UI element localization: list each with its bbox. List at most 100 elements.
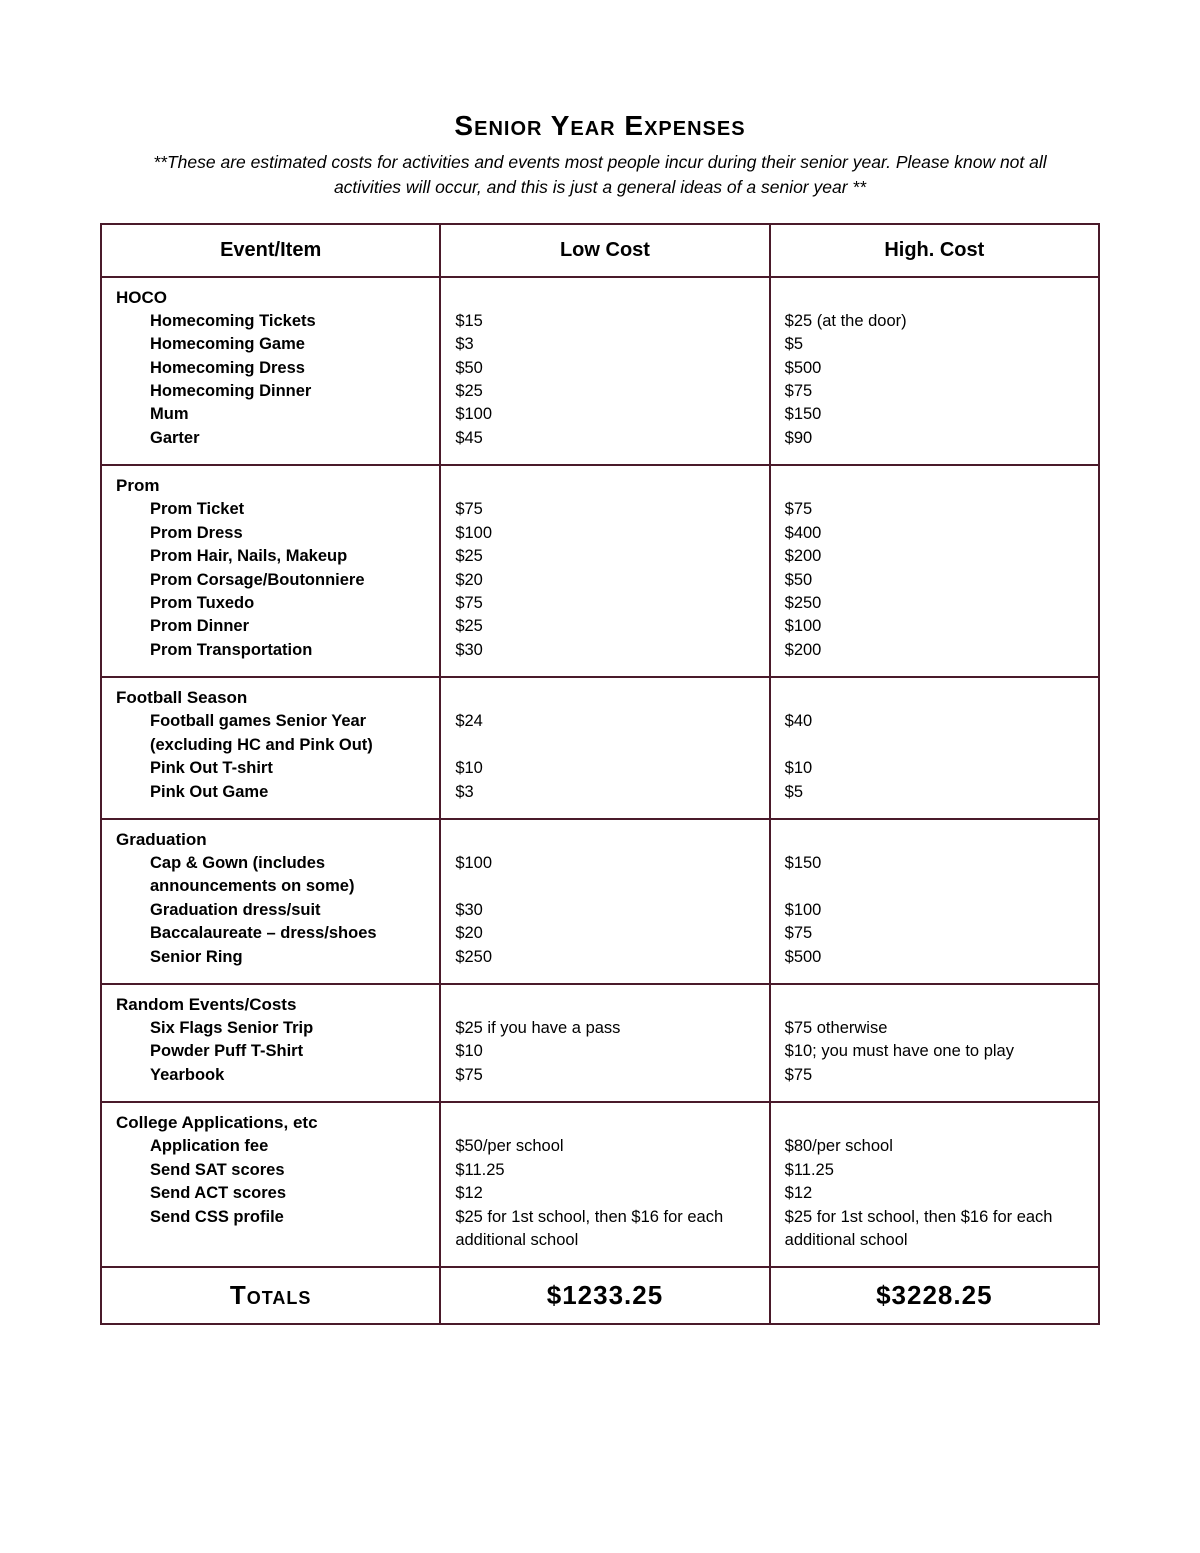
item-label: Six Flags Senior Trip bbox=[150, 1017, 425, 1040]
section-low-cell: $100 $30$20$250 bbox=[440, 819, 769, 984]
page-title: Senior Year Expenses bbox=[100, 110, 1100, 142]
totals-label: Totals bbox=[101, 1267, 440, 1324]
cost-line: $50/per school bbox=[455, 1135, 754, 1158]
cost-line bbox=[455, 734, 754, 757]
item-label: Prom Hair, Nails, Makeup bbox=[150, 545, 425, 568]
cost-list: $15$3$50$25$100$45 bbox=[455, 288, 754, 451]
item-label: Prom Tuxedo bbox=[150, 592, 425, 615]
cost-line: $100 bbox=[455, 522, 754, 545]
item-list: Cap & Gown (includes announcements on so… bbox=[116, 852, 425, 969]
item-label: Prom Dress bbox=[150, 522, 425, 545]
table-section-row: Football SeasonFootball games Senior Yea… bbox=[101, 677, 1099, 819]
item-label: Homecoming Game bbox=[150, 333, 425, 356]
item-label: Cap & Gown (includes announcements on so… bbox=[150, 852, 425, 899]
item-label: Homecoming Tickets bbox=[150, 310, 425, 333]
cost-line: $25 bbox=[455, 615, 754, 638]
cost-line: $45 bbox=[455, 427, 754, 450]
table-section-row: College Applications, etcApplication fee… bbox=[101, 1102, 1099, 1267]
col-header-high: High. Cost bbox=[770, 224, 1099, 277]
cost-list: $25 if you have a pass$10$75 bbox=[455, 995, 754, 1087]
cost-line: $500 bbox=[785, 946, 1084, 969]
cost-line: $75 bbox=[785, 922, 1084, 945]
cost-line: $150 bbox=[785, 852, 1084, 875]
cost-line: $10; you must have one to play bbox=[785, 1040, 1084, 1063]
section-high-cell: $150 $100$75$500 bbox=[770, 819, 1099, 984]
cost-line: $75 bbox=[455, 498, 754, 521]
cost-line bbox=[785, 875, 1084, 898]
item-list: Application feeSend SAT scoresSend ACT s… bbox=[116, 1135, 425, 1229]
totals-row: Totals $1233.25 $3228.25 bbox=[101, 1267, 1099, 1324]
cost-line: $30 bbox=[455, 639, 754, 662]
section-high-cell: $75$400$200$50$250$100$200 bbox=[770, 465, 1099, 677]
section-low-cell: $25 if you have a pass$10$75 bbox=[440, 984, 769, 1102]
section-low-cell: $75$100$25$20$75$25$30 bbox=[440, 465, 769, 677]
section-low-cell: $50/per school$11.25$12$25 for 1st schoo… bbox=[440, 1102, 769, 1267]
cost-list: $100 $30$20$250 bbox=[455, 830, 754, 969]
item-label: Football games Senior Year (excluding HC… bbox=[150, 710, 425, 757]
cost-line: $50 bbox=[455, 357, 754, 380]
cost-line: $10 bbox=[785, 757, 1084, 780]
cost-list: $75$400$200$50$250$100$200 bbox=[785, 476, 1084, 662]
cost-line: $75 bbox=[455, 1064, 754, 1087]
cost-line: $100 bbox=[785, 615, 1084, 638]
cost-line: $20 bbox=[455, 569, 754, 592]
cost-line: $25 for 1st school, then $16 for each ad… bbox=[785, 1206, 1084, 1253]
cost-line: $5 bbox=[785, 333, 1084, 356]
cost-line: $3 bbox=[455, 781, 754, 804]
cost-list: $50/per school$11.25$12$25 for 1st schoo… bbox=[455, 1113, 754, 1252]
item-label: Application fee bbox=[150, 1135, 425, 1158]
item-label: Prom Transportation bbox=[150, 639, 425, 662]
cost-line bbox=[785, 734, 1084, 757]
item-label: Homecoming Dress bbox=[150, 357, 425, 380]
cost-line: $75 bbox=[785, 1064, 1084, 1087]
totals-high: $3228.25 bbox=[770, 1267, 1099, 1324]
section-title: College Applications, etc bbox=[116, 1113, 425, 1133]
col-header-event: Event/Item bbox=[101, 224, 440, 277]
item-label: Yearbook bbox=[150, 1064, 425, 1087]
cost-line: $50 bbox=[785, 569, 1084, 592]
cost-line: $250 bbox=[455, 946, 754, 969]
section-title: Football Season bbox=[116, 688, 425, 708]
item-label: Powder Puff T-Shirt bbox=[150, 1040, 425, 1063]
item-list: Prom TicketProm DressProm Hair, Nails, M… bbox=[116, 498, 425, 662]
cost-line: $12 bbox=[785, 1182, 1084, 1205]
item-label: Graduation dress/suit bbox=[150, 899, 425, 922]
section-high-cell: $75 otherwise$10; you must have one to p… bbox=[770, 984, 1099, 1102]
cost-line: $75 bbox=[785, 380, 1084, 403]
section-low-cell: $15$3$50$25$100$45 bbox=[440, 277, 769, 466]
item-label: Garter bbox=[150, 427, 425, 450]
cost-line: $80/per school bbox=[785, 1135, 1084, 1158]
expenses-table: Event/Item Low Cost High. Cost HOCOHomec… bbox=[100, 223, 1100, 1326]
cost-line: $200 bbox=[785, 545, 1084, 568]
document-page: Senior Year Expenses **These are estimat… bbox=[0, 0, 1200, 1553]
item-label: Prom Ticket bbox=[150, 498, 425, 521]
cost-line: $40 bbox=[785, 710, 1084, 733]
cost-line: $100 bbox=[785, 899, 1084, 922]
cost-list: $25 (at the door)$5$500$75$150$90 bbox=[785, 288, 1084, 451]
cost-line: $5 bbox=[785, 781, 1084, 804]
cost-line: $15 bbox=[455, 310, 754, 333]
cost-line: $100 bbox=[455, 403, 754, 426]
item-label: Pink Out T-shirt bbox=[150, 757, 425, 780]
cost-line: $250 bbox=[785, 592, 1084, 615]
section-low-cell: $24 $10$3 bbox=[440, 677, 769, 819]
section-event-cell: College Applications, etcApplication fee… bbox=[101, 1102, 440, 1267]
item-label: Prom Corsage/Boutonniere bbox=[150, 569, 425, 592]
cost-line: $90 bbox=[785, 427, 1084, 450]
item-label: Mum bbox=[150, 403, 425, 426]
table-section-row: Random Events/CostsSix Flags Senior Trip… bbox=[101, 984, 1099, 1102]
col-header-low: Low Cost bbox=[440, 224, 769, 277]
section-event-cell: Random Events/CostsSix Flags Senior Trip… bbox=[101, 984, 440, 1102]
section-title: Graduation bbox=[116, 830, 425, 850]
cost-line: $12 bbox=[455, 1182, 754, 1205]
item-label: Send CSS profile bbox=[150, 1206, 425, 1229]
table-header-row: Event/Item Low Cost High. Cost bbox=[101, 224, 1099, 277]
cost-line: $75 bbox=[455, 592, 754, 615]
section-title: Random Events/Costs bbox=[116, 995, 425, 1015]
section-event-cell: GraduationCap & Gown (includes announcem… bbox=[101, 819, 440, 984]
section-event-cell: HOCOHomecoming TicketsHomecoming GameHom… bbox=[101, 277, 440, 466]
section-title: Prom bbox=[116, 476, 425, 496]
cost-line: $500 bbox=[785, 357, 1084, 380]
table-section-row: PromProm TicketProm DressProm Hair, Nail… bbox=[101, 465, 1099, 677]
cost-line: $10 bbox=[455, 757, 754, 780]
